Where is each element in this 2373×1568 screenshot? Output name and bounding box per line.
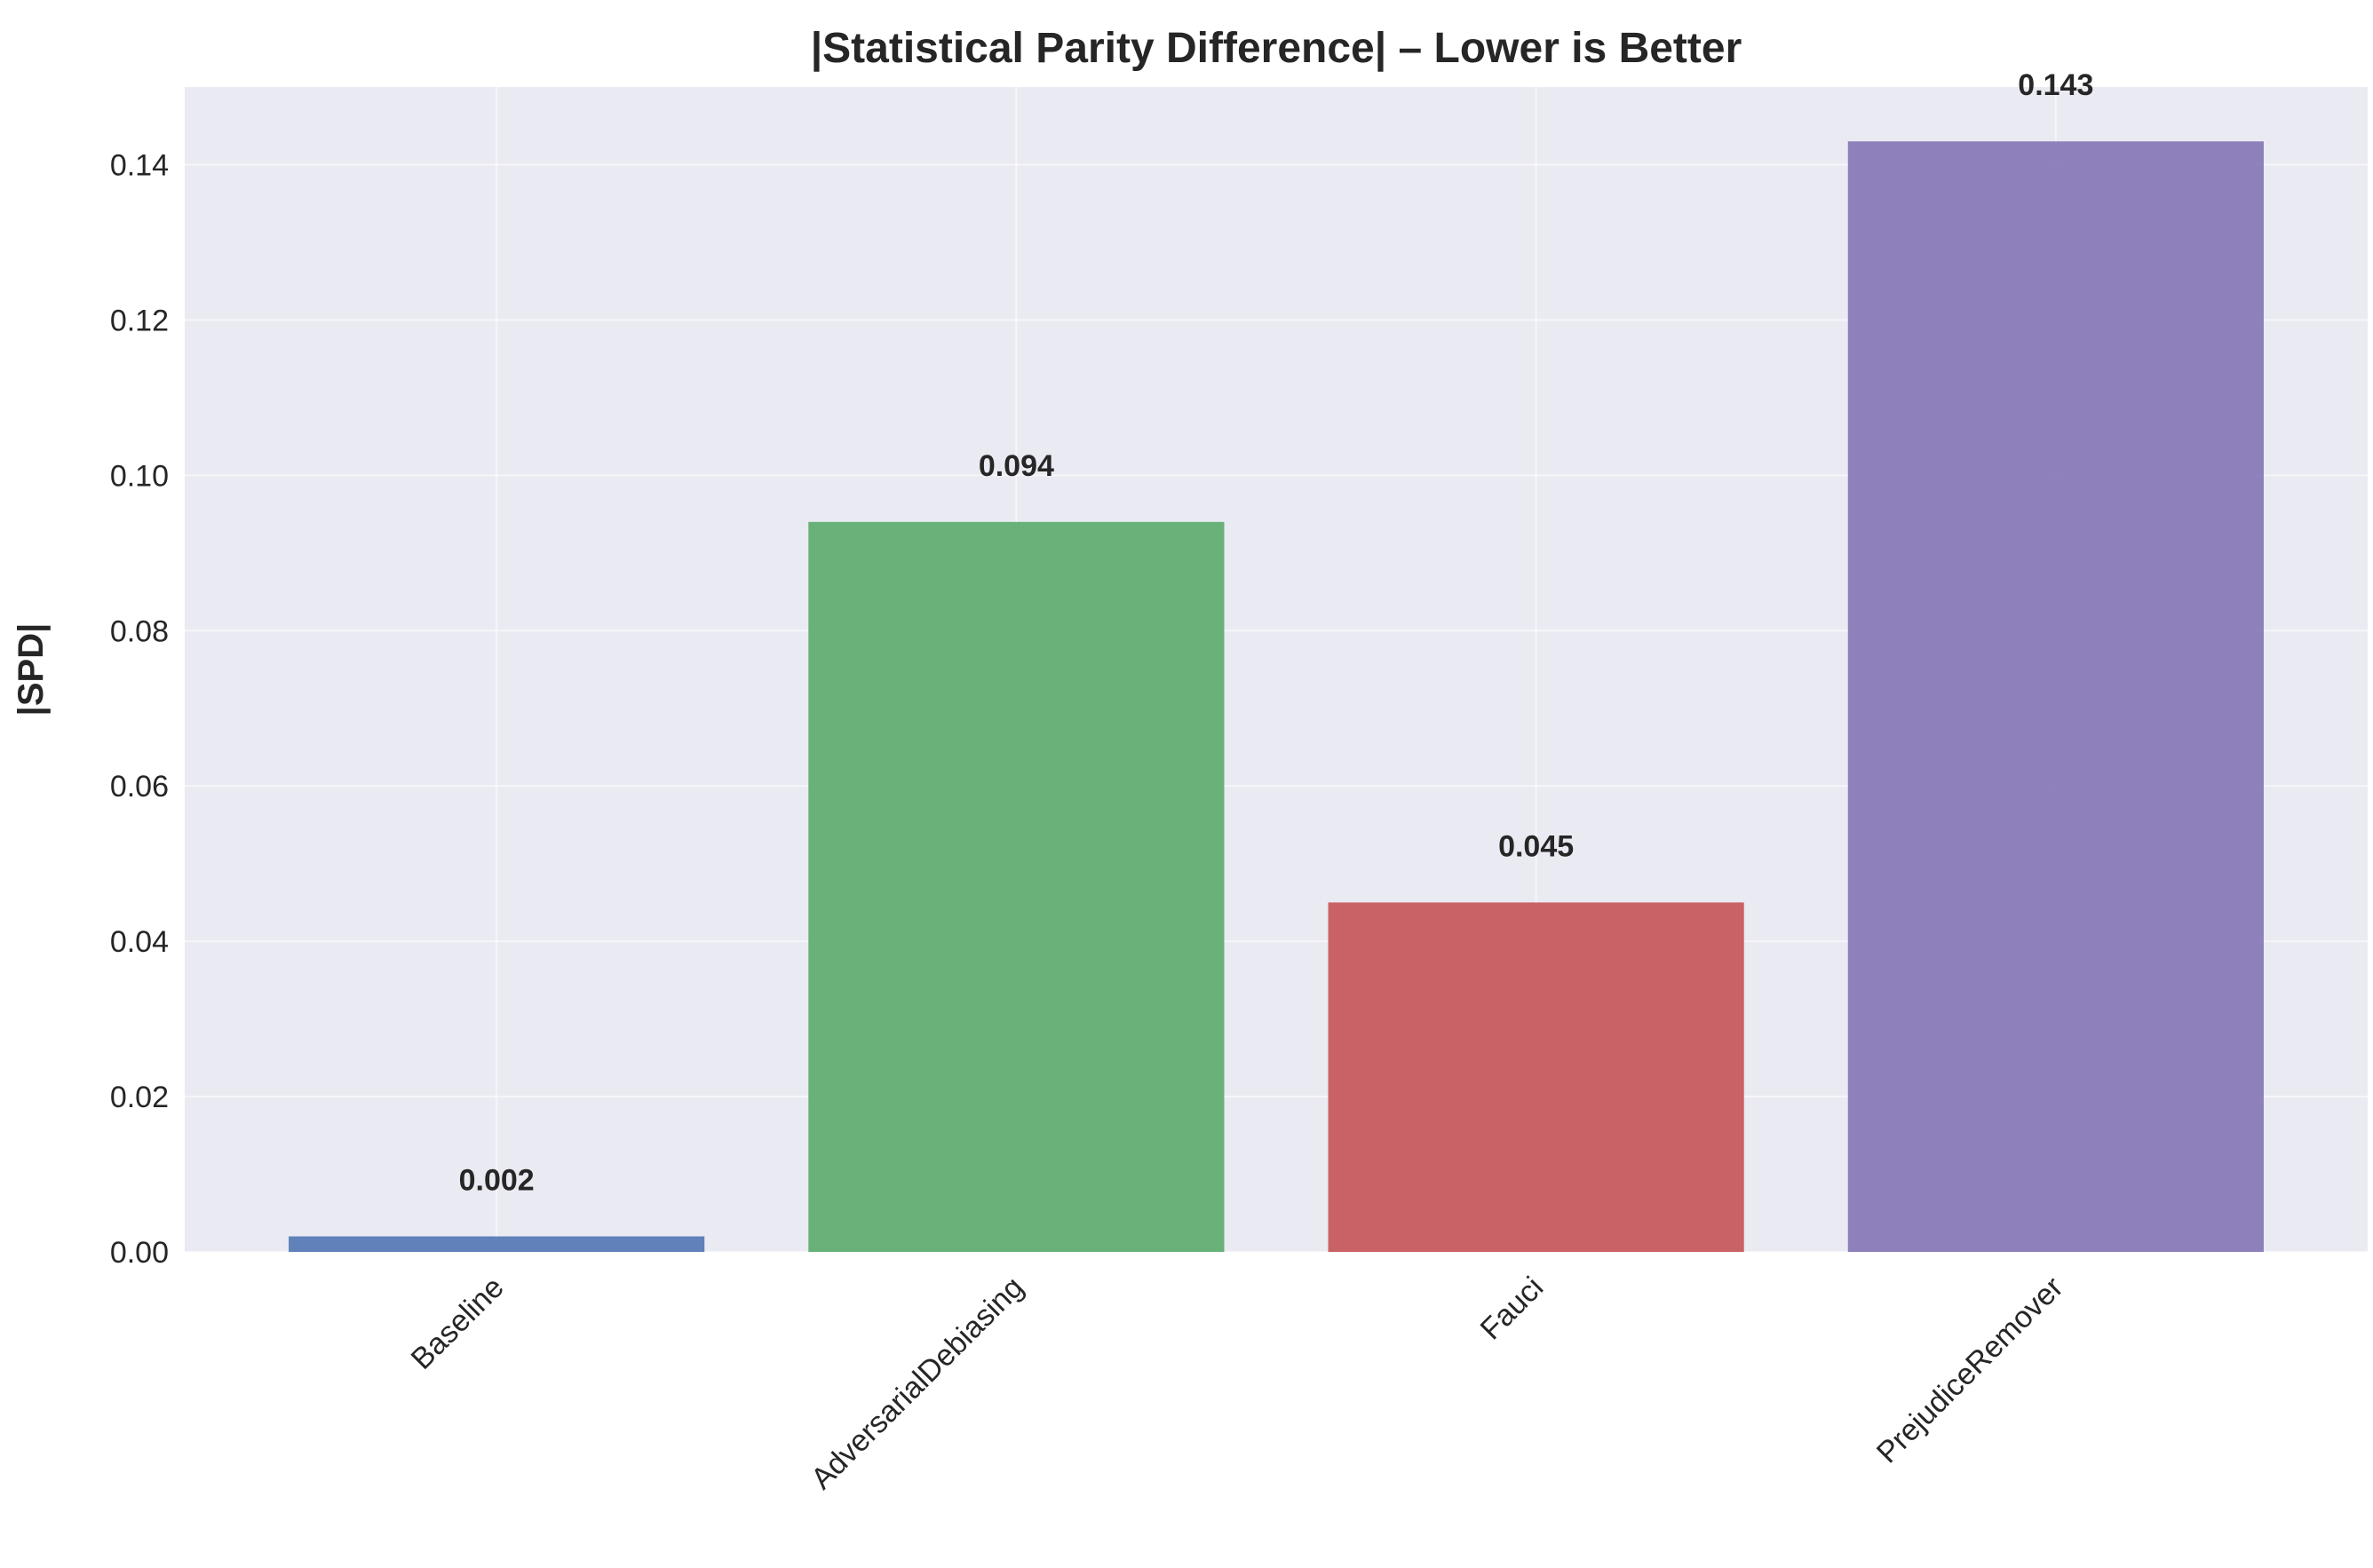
x-tick-label: AdversarialDebiasing [805, 1271, 1030, 1496]
bar-value-label: 0.002 [459, 1164, 535, 1198]
chart-title: |Statistical Parity Difference| – Lower … [811, 25, 1742, 72]
y-tick-label: 0.10 [110, 459, 169, 493]
y-tick-label: 0.04 [110, 925, 169, 959]
y-ticks: 0.00 0.02 0.04 0.06 0.08 0.10 0.12 0.14 [110, 148, 169, 1270]
y-tick-label: 0.06 [110, 770, 169, 804]
y-tick-label: 0.00 [110, 1236, 169, 1270]
x-tick-label: Baseline [405, 1271, 511, 1376]
bar-fauci [1328, 902, 1744, 1252]
y-axis-label: |SPD| [12, 623, 51, 717]
bars [289, 141, 2264, 1252]
bar-value-label: 0.045 [1498, 829, 1574, 863]
bar-value-label: 0.094 [979, 449, 1054, 483]
bar-adversarialdebiasing [808, 521, 1225, 1252]
x-tick-label: PrejudiceRemover [1870, 1271, 2070, 1470]
y-tick-label: 0.08 [110, 614, 169, 648]
bar-value-label: 0.143 [2018, 68, 2093, 102]
x-tick-label: Fauci [1474, 1271, 1551, 1347]
y-tick-label: 0.12 [110, 304, 169, 337]
bar-labels: 0.002 0.094 0.045 0.143 [459, 68, 2094, 1197]
bar-baseline [289, 1236, 705, 1252]
y-tick-label: 0.02 [110, 1081, 169, 1114]
y-tick-label: 0.14 [110, 148, 169, 182]
bar-prejudiceremover [1847, 141, 2264, 1252]
x-ticks: Baseline AdversarialDebiasing Fauci Prejudi… [405, 1271, 2070, 1496]
